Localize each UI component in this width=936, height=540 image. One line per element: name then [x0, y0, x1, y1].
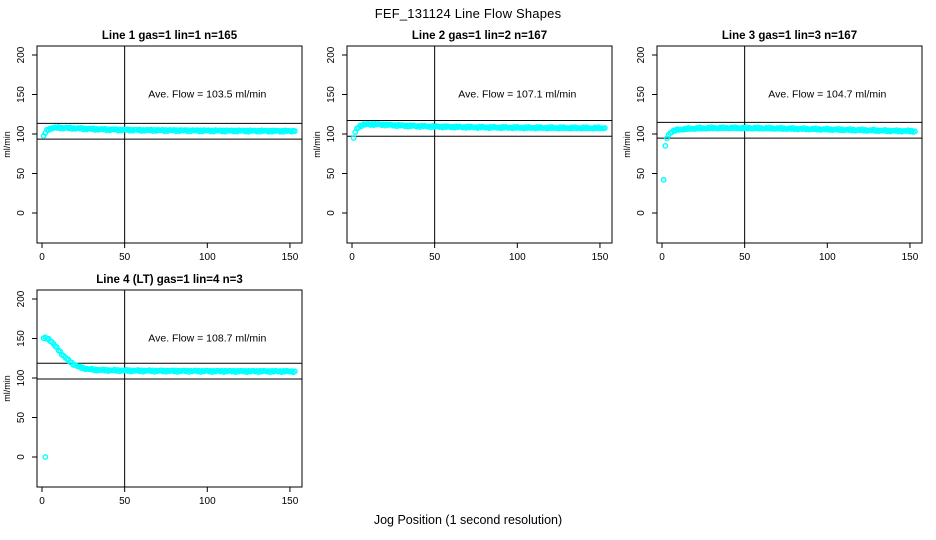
y-tick-label: 50	[16, 412, 27, 424]
data-point	[662, 142, 669, 149]
ave-flow-annotation: Ave. Flow = 107.1 ml/min	[458, 89, 576, 101]
data-point	[912, 128, 918, 135]
data-point	[292, 128, 298, 134]
x-tick-label: 0	[39, 252, 45, 263]
ave-flow-annotation: Ave. Flow = 108.7 ml/min	[148, 333, 266, 345]
plot-frame	[36, 289, 303, 488]
plot-frame	[656, 45, 923, 244]
y-tick-label: 100	[326, 125, 337, 142]
y-tick-label: 200	[16, 290, 27, 307]
y-tick-label: 200	[16, 46, 27, 63]
data-point	[602, 125, 608, 131]
x-tick-label: 50	[739, 252, 751, 263]
x-tick-label: 0	[39, 496, 45, 507]
x-tick-label: 0	[349, 252, 355, 263]
x-tick-label: 100	[199, 252, 216, 263]
subplot-title: Line 1 gas=1 lin=1 n=165	[102, 30, 238, 42]
figure-title: FEF_131124 Line Flow Shapes	[374, 6, 562, 21]
data-points	[40, 124, 298, 139]
data-point	[42, 454, 49, 460]
ave-flow-annotation: Ave. Flow = 103.5 ml/min	[148, 89, 266, 101]
x-tick-label: 50	[119, 496, 131, 507]
plot-frame	[346, 45, 613, 244]
y-tick-label: 100	[636, 125, 647, 142]
subplot-4: Line 4 (LT) gas=1 lin=4 n=3 0 50 100 150 200 0…	[2, 274, 303, 507]
subplot-1: Line 1 gas=1 lin=1 n=165 0 50 100 150 200 0 50 1…	[2, 30, 303, 263]
y-tick-label: 50	[326, 168, 337, 180]
subplot-title: Line 2 gas=1 lin=2 n=167	[412, 30, 547, 42]
x-tick-label: 0	[659, 252, 665, 263]
ave-flow-annotation: Ave. Flow = 104.7 ml/min	[768, 89, 886, 101]
y-tick-label: 200	[636, 46, 647, 63]
y-tick-label: 100	[16, 125, 27, 142]
y-tick-label: 0	[16, 210, 27, 216]
y-tick-label: 150	[326, 86, 337, 103]
x-tick-label: 150	[902, 252, 919, 263]
y-tick-label: 50	[636, 168, 647, 180]
subplot-3: Line 3 gas=1 lin=3 n=167 0 50 100 150 200 0 50 1…	[622, 30, 923, 263]
y-tick-label: 0	[636, 210, 647, 216]
x-axis-label: Jog Position (1 second resolution)	[373, 513, 563, 527]
y-axis-title: ml/min	[622, 131, 632, 158]
x-tick-label: 150	[282, 252, 299, 263]
y-axis-title: ml/min	[2, 131, 12, 158]
y-tick-label: 100	[16, 369, 27, 386]
x-tick-label: 100	[819, 252, 836, 263]
data-point	[292, 368, 298, 375]
data-point	[660, 176, 667, 183]
x-tick-label: 150	[282, 496, 299, 507]
data-points	[350, 120, 608, 141]
x-tick-label: 50	[119, 252, 131, 263]
data-point	[350, 135, 357, 141]
x-tick-label: 150	[592, 252, 609, 263]
y-axis-title: ml/min	[2, 375, 12, 402]
x-tick-label: 100	[199, 496, 216, 507]
y-tick-label: 150	[636, 86, 647, 103]
y-tick-label: 0	[16, 454, 27, 460]
subplot-title: Line 3 gas=1 lin=3 n=167	[722, 30, 857, 42]
x-tick-label: 50	[429, 252, 441, 263]
subplot-title: Line 4 (LT) gas=1 lin=4 n=3	[96, 274, 242, 286]
y-tick-label: 150	[16, 330, 27, 347]
y-tick-label: 0	[326, 210, 337, 216]
y-tick-label: 50	[16, 168, 27, 180]
y-tick-label: 200	[326, 46, 337, 63]
plot-frame	[36, 45, 303, 244]
subplot-2: Line 2 gas=1 lin=2 n=167 0 50 100 150 200 0 50 1…	[312, 30, 613, 263]
data-points	[660, 124, 918, 183]
data-points	[40, 334, 298, 460]
y-axis-title: ml/min	[312, 131, 322, 158]
y-tick-label: 150	[16, 86, 27, 103]
x-tick-label: 100	[509, 252, 526, 263]
